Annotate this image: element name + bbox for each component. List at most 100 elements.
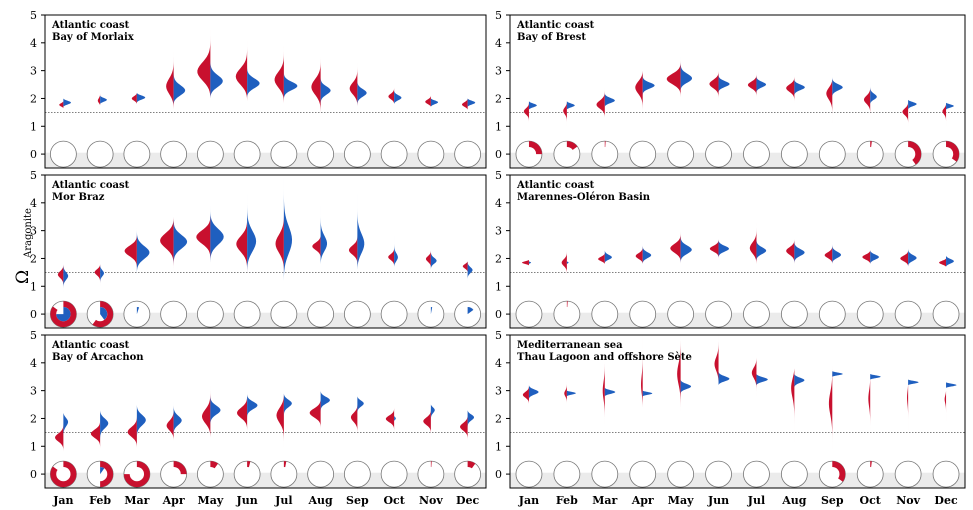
y-tick-label: 4 bbox=[495, 197, 502, 210]
violin-blue-jul bbox=[756, 236, 767, 262]
violin-blue-nov bbox=[430, 404, 435, 427]
violin-blue-oct bbox=[870, 81, 877, 105]
violin-red-jan bbox=[55, 421, 64, 452]
violin-blue-feb bbox=[566, 261, 569, 265]
y-tick-label: 4 bbox=[30, 37, 37, 50]
pie-hole bbox=[521, 146, 537, 162]
violin-blue-dec bbox=[946, 255, 954, 267]
pie-chart-apr bbox=[629, 460, 657, 488]
pie-chart-sep bbox=[343, 460, 371, 488]
violin-red-apr bbox=[160, 216, 174, 273]
pie-blue-wedge bbox=[100, 306, 108, 320]
violin-red-apr bbox=[166, 404, 174, 441]
x-tick-label-jun: Jun bbox=[707, 494, 729, 507]
pie-chart-aug bbox=[307, 300, 335, 328]
violin-red-jun bbox=[236, 216, 248, 276]
x-tick-label-mar: Mar bbox=[592, 494, 617, 507]
violin-blue-aug bbox=[794, 238, 805, 265]
violin-blue-sep bbox=[357, 194, 365, 270]
y-tick-label: 4 bbox=[495, 357, 502, 370]
pie-hole bbox=[900, 146, 916, 162]
violin-red-jan bbox=[59, 101, 64, 109]
violin-blue-dec bbox=[467, 261, 473, 281]
violin-blue-may bbox=[210, 205, 224, 265]
panel-frame bbox=[509, 334, 966, 489]
violin-blue-aug bbox=[794, 78, 805, 96]
violin-blue-jul bbox=[283, 70, 298, 102]
violin-red-feb bbox=[563, 101, 567, 127]
violin-blue-dec bbox=[467, 410, 475, 433]
baseline-band bbox=[45, 152, 486, 168]
panel-title-line1: Atlantic coast bbox=[51, 180, 130, 191]
violin-blue-may bbox=[210, 393, 221, 427]
panel-title-line2: Bay of Morlaix bbox=[52, 32, 135, 43]
baseline-band bbox=[510, 312, 965, 328]
y-tick-label: 2 bbox=[495, 252, 502, 265]
x-tick-label-nov: Nov bbox=[419, 494, 443, 507]
violin-blue-jun bbox=[247, 62, 260, 99]
violin-blue-oct bbox=[870, 250, 879, 265]
panel-title-line2: Thau Lagoon and offshore Sète bbox=[517, 352, 692, 363]
violin-red-apr bbox=[635, 70, 643, 118]
violin-red-feb bbox=[90, 418, 101, 450]
panel-title-line2: Mor Braz bbox=[52, 192, 105, 203]
x-tick-label-may: May bbox=[668, 494, 694, 507]
violin-red-sep bbox=[349, 62, 358, 107]
y-tick-label: 3 bbox=[495, 65, 502, 78]
pie-hole bbox=[863, 466, 878, 482]
pie-chart-nov bbox=[894, 460, 922, 488]
y-tick-label: 2 bbox=[30, 412, 37, 425]
baseline-band bbox=[45, 472, 486, 488]
violin-red-dec bbox=[939, 258, 947, 267]
x-tick-label-jan: Jan bbox=[518, 494, 539, 507]
pie-chart-jun bbox=[705, 140, 732, 168]
pie-chart-sep bbox=[818, 300, 846, 328]
violin-red-feb bbox=[561, 250, 567, 276]
panel-frame bbox=[44, 14, 487, 169]
pie-chart-apr bbox=[160, 300, 188, 328]
pie-chart-may bbox=[667, 300, 695, 328]
violin-red-jan bbox=[523, 101, 529, 124]
pie-chart-aug bbox=[780, 460, 808, 488]
violin-blue-mar bbox=[136, 404, 146, 444]
violin-blue-jan bbox=[63, 264, 69, 292]
x-tick-label-sep: Sep bbox=[821, 494, 844, 507]
violin-red-dec bbox=[462, 98, 468, 110]
baseline-band bbox=[510, 152, 965, 168]
pie-chart-nov bbox=[894, 300, 922, 328]
pie-chart-jun bbox=[705, 300, 732, 328]
panel-frame bbox=[509, 14, 966, 169]
violin-red-apr bbox=[166, 51, 174, 110]
y-tick-label: 5 bbox=[495, 329, 502, 342]
violin-blue-sep bbox=[832, 241, 842, 265]
violin-red-mar bbox=[598, 252, 605, 265]
pie-hole bbox=[938, 146, 954, 162]
y-tick-label: 1 bbox=[495, 120, 502, 133]
x-tick-label-sep: Sep bbox=[346, 494, 369, 507]
violin-blue-apr bbox=[642, 244, 652, 265]
violin-red-jan bbox=[521, 259, 529, 266]
violin-red-dec bbox=[462, 261, 468, 273]
pie-chart-jun bbox=[233, 300, 261, 328]
violin-red-jun bbox=[714, 335, 719, 386]
violin-red-aug bbox=[791, 368, 795, 444]
y-tick-label: 2 bbox=[30, 252, 37, 265]
violin-red-mar bbox=[596, 87, 605, 118]
violin-blue-jun bbox=[718, 371, 730, 386]
x-tick-label-jul: Jul bbox=[747, 494, 765, 507]
violin-blue-feb bbox=[100, 264, 104, 287]
pie-chart-nov bbox=[417, 140, 445, 168]
pie-chart-jul bbox=[743, 140, 770, 168]
y-tick-label: 1 bbox=[30, 440, 37, 453]
violin-blue-nov bbox=[908, 247, 917, 267]
violin-red-feb bbox=[564, 382, 567, 405]
violin-red-feb bbox=[94, 264, 101, 287]
violin-blue-sep bbox=[832, 371, 843, 377]
pie-blue-wedge bbox=[56, 306, 71, 322]
pie-blue-wedge bbox=[467, 306, 474, 315]
y-tick-label: 2 bbox=[30, 92, 37, 105]
pie-hole bbox=[597, 146, 612, 162]
x-tick-label-dec: Dec bbox=[456, 494, 480, 507]
